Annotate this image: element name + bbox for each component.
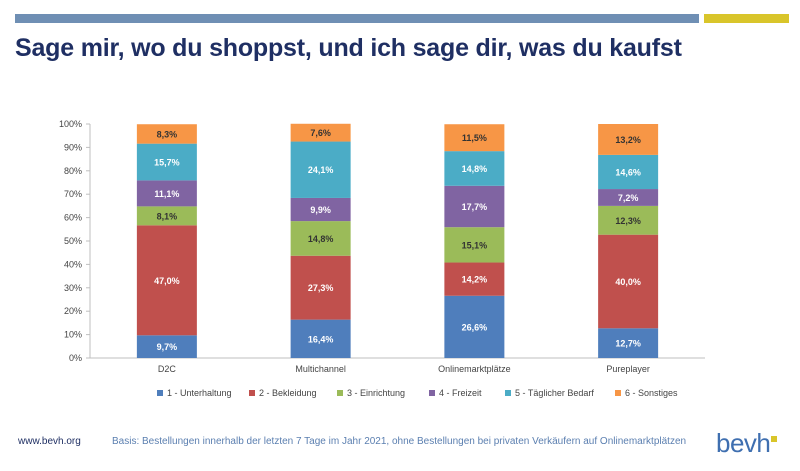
bar-segment bbox=[290, 221, 351, 256]
header-accent-bar-yellow bbox=[704, 14, 789, 23]
page-title: Sage mir, wo du shoppst, und ich sage di… bbox=[15, 34, 682, 62]
data-label: 14,2% bbox=[462, 275, 488, 285]
bar-segment bbox=[598, 205, 659, 235]
logo-text: bevh bbox=[716, 428, 771, 458]
legend-swatch bbox=[429, 390, 435, 396]
data-label: 15,1% bbox=[462, 240, 488, 250]
bar-segment bbox=[444, 262, 505, 296]
x-category-label: Onlinemarktplätze bbox=[438, 364, 511, 374]
data-label: 15,7% bbox=[154, 158, 180, 168]
data-label: 14,8% bbox=[308, 234, 334, 244]
x-category-label: Multichannel bbox=[295, 364, 346, 374]
legend-swatch bbox=[157, 390, 163, 396]
bar-segment bbox=[598, 154, 659, 190]
data-label: 14,6% bbox=[615, 167, 641, 177]
bar-segment bbox=[136, 225, 197, 336]
bar-segment bbox=[136, 335, 197, 358]
y-tick-label: 60% bbox=[64, 213, 82, 223]
bar-segment bbox=[598, 234, 659, 329]
data-label: 24,1% bbox=[308, 165, 334, 175]
data-label: 8,1% bbox=[157, 211, 178, 221]
legend-label: 5 - Täglicher Bedarf bbox=[515, 388, 594, 398]
bar-segment bbox=[598, 328, 659, 358]
bar-segment bbox=[290, 255, 351, 320]
bar-segment bbox=[290, 319, 351, 358]
y-tick-label: 10% bbox=[64, 330, 82, 340]
y-tick-label: 100% bbox=[59, 119, 82, 129]
y-tick-label: 30% bbox=[64, 283, 82, 293]
bevh-logo: bevh bbox=[716, 428, 777, 459]
data-label: 8,3% bbox=[157, 129, 178, 139]
data-label: 40,0% bbox=[615, 277, 641, 287]
data-label: 16,4% bbox=[308, 334, 334, 344]
data-label: 11,1% bbox=[154, 189, 179, 199]
legend-swatch bbox=[337, 390, 343, 396]
bar-segment bbox=[136, 124, 197, 144]
data-label: 12,3% bbox=[615, 216, 641, 226]
legend-label: 3 - Einrichtung bbox=[347, 388, 405, 398]
y-tick-label: 0% bbox=[69, 353, 82, 363]
bar-segment bbox=[136, 143, 197, 181]
legend-swatch bbox=[615, 390, 621, 396]
data-label: 27,3% bbox=[308, 283, 334, 293]
footer-url[interactable]: www.bevh.org bbox=[18, 436, 81, 447]
bar-segment bbox=[136, 180, 197, 207]
legend-label: 6 - Sonstiges bbox=[625, 388, 678, 398]
bar-segment bbox=[444, 185, 505, 228]
data-label: 47,0% bbox=[154, 276, 180, 286]
legend-label: 1 - Unterhaltung bbox=[167, 388, 232, 398]
data-label: 7,6% bbox=[310, 128, 331, 138]
data-label: 9,7% bbox=[157, 342, 178, 352]
bar-segment bbox=[290, 197, 351, 222]
bar-segment bbox=[444, 124, 505, 152]
y-tick-label: 90% bbox=[64, 142, 82, 152]
bar-segment bbox=[290, 141, 351, 198]
bar-segment bbox=[444, 227, 505, 263]
bar-segment bbox=[290, 123, 351, 142]
data-label: 11,5% bbox=[462, 133, 487, 143]
bar-segment bbox=[444, 151, 505, 186]
y-tick-label: 20% bbox=[64, 306, 82, 316]
y-tick-label: 40% bbox=[64, 259, 82, 269]
data-label: 12,7% bbox=[615, 339, 641, 349]
y-tick-label: 50% bbox=[64, 236, 82, 246]
legend-label: 2 - Bekleidung bbox=[259, 388, 317, 398]
bar-segment bbox=[598, 189, 659, 206]
logo-dot bbox=[771, 436, 777, 442]
legend-swatch bbox=[505, 390, 511, 396]
y-tick-label: 70% bbox=[64, 189, 82, 199]
data-label: 26,6% bbox=[462, 322, 488, 332]
header-accent-bar-blue bbox=[15, 14, 699, 23]
data-label: 7,2% bbox=[618, 193, 639, 203]
legend-swatch bbox=[249, 390, 255, 396]
legend-label: 4 - Freizeit bbox=[439, 388, 482, 398]
bar-segment bbox=[598, 124, 659, 155]
bar-segment bbox=[136, 206, 197, 226]
data-label: 17,7% bbox=[462, 202, 488, 212]
x-category-label: D2C bbox=[158, 364, 177, 374]
data-label: 13,2% bbox=[615, 135, 641, 145]
x-category-label: Pureplayer bbox=[606, 364, 650, 374]
footer-note: Basis: Bestellungen innerhalb der letzte… bbox=[112, 436, 687, 447]
data-label: 14,8% bbox=[462, 164, 488, 174]
y-tick-label: 80% bbox=[64, 166, 82, 176]
bar-segment bbox=[444, 295, 505, 358]
data-label: 9,9% bbox=[310, 205, 331, 215]
